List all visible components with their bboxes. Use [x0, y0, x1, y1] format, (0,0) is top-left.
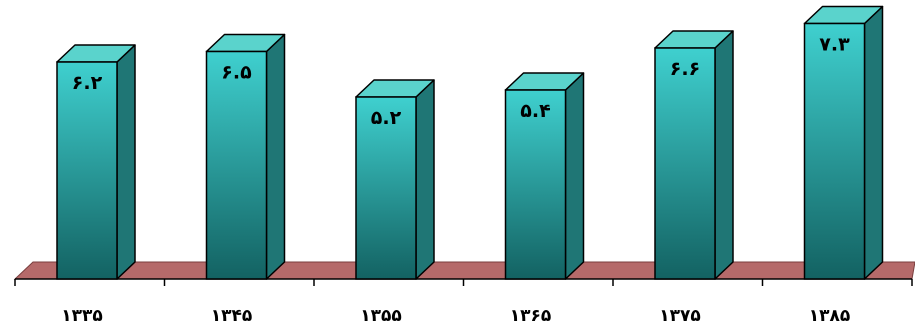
bar-side-۱۳۳۵ — [116, 44, 136, 280]
bar-۱۳۴۵ — [205, 50, 268, 280]
data-label: ۶.۵ — [221, 62, 252, 84]
x-tick-label: ۱۳۶۵ — [510, 306, 552, 326]
bar-side-۱۳۴۵ — [265, 33, 286, 280]
data-label: ۷.۳ — [819, 34, 850, 56]
bar-۱۳۶۵ — [504, 89, 567, 280]
data-label: ۵.۴ — [520, 100, 550, 122]
bar-side-۱۳۶۵ — [564, 72, 585, 280]
x-tick-label: ۱۳۴۵ — [211, 306, 253, 326]
chart-floor — [13, 261, 915, 280]
bar-۱۳۸۵ — [803, 22, 866, 280]
bar-۱۳۵۵ — [355, 96, 417, 280]
bar-side-۱۳۸۵ — [863, 5, 884, 280]
data-label: ۵.۲ — [371, 107, 402, 129]
bar-side-۱۳۷۵ — [714, 30, 734, 280]
x-tick-label: ۱۳۸۵ — [809, 306, 851, 326]
bar-۱۳۷۵ — [654, 47, 716, 280]
data-label: ۶.۶ — [670, 58, 700, 80]
x-tick-label: ۱۳۷۵ — [659, 306, 701, 326]
x-tick-label: ۱۳۵۵ — [360, 306, 402, 326]
data-label: ۶.۲ — [72, 72, 103, 94]
x-tick-label: ۱۳۳۵ — [61, 306, 103, 326]
bar-side-۱۳۵۵ — [415, 79, 435, 280]
bar-۱۳۳۵ — [56, 61, 118, 280]
